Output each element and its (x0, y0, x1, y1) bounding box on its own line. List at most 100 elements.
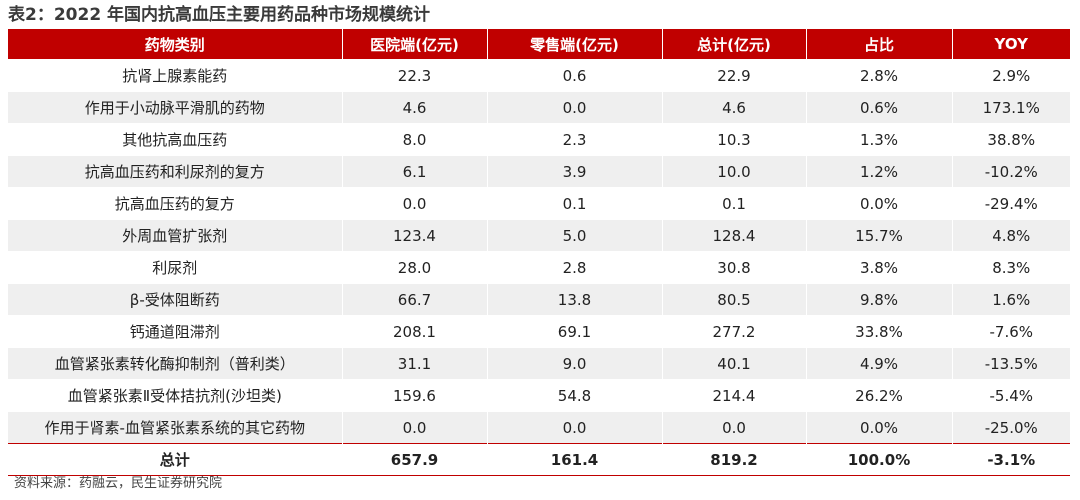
cell-yoy: -29.4% (951, 187, 1070, 220)
cell-hospital: 208.1 (341, 315, 487, 348)
cell-total: 40.1 (661, 347, 806, 380)
table-row: 利尿剂 28.0 2.8 30.8 3.8% 8.3% (8, 251, 1070, 284)
cell-retail: 2.8 (486, 251, 662, 284)
cell-hospital: 159.6 (341, 379, 487, 412)
table-row: 其他抗高血压药 8.0 2.3 10.3 1.3% 38.8% (8, 123, 1070, 156)
header-row: 药物类别 医院端(亿元) 零售端(亿元) 总计(亿元) 占比 YOY (8, 29, 1070, 60)
cell-share: 2.8% (805, 59, 952, 92)
cell-total: 4.6 (661, 91, 806, 124)
cell-retail: 2.3 (486, 123, 662, 156)
cell-yoy: 1.6% (951, 283, 1070, 316)
cell-total: 214.4 (661, 379, 806, 412)
cell-hospital: 0.0 (341, 411, 487, 444)
cell-retail: 9.0 (486, 347, 662, 380)
total-cell-hospital: 657.9 (341, 443, 487, 476)
cell-hospital: 0.0 (341, 187, 487, 220)
cell-share: 0.0% (805, 187, 952, 220)
total-cell-share: 100.0% (805, 443, 952, 476)
cell-total: 277.2 (661, 315, 806, 348)
cell-hospital: 31.1 (341, 347, 487, 380)
cell-retail: 54.8 (486, 379, 662, 412)
cell-share: 1.2% (805, 155, 952, 188)
cell-share: 0.6% (805, 91, 952, 124)
table-row: 作用于小动脉平滑肌的药物 4.6 0.0 4.6 0.6% 173.1% (8, 91, 1070, 124)
total-row: 总计 657.9 161.4 819.2 100.0% -3.1% (8, 443, 1070, 476)
cell-category: 作用于肾素-血管紧张素系统的其它药物 (8, 411, 342, 444)
table-row: 抗高血压药的复方 0.0 0.1 0.1 0.0% -29.4% (8, 187, 1070, 220)
cell-retail: 5.0 (486, 219, 662, 252)
cell-yoy: 4.8% (951, 219, 1070, 252)
cell-yoy: -10.2% (951, 155, 1070, 188)
cell-category: 外周血管扩张剂 (8, 219, 342, 252)
table-row: 抗高血压药和利尿剂的复方 6.1 3.9 10.0 1.2% -10.2% (8, 155, 1070, 188)
cell-hospital: 8.0 (341, 123, 487, 156)
cell-yoy: -7.6% (951, 315, 1070, 348)
cell-category: 抗高血压药的复方 (8, 187, 342, 220)
cell-share: 1.3% (805, 123, 952, 156)
cell-hospital: 4.6 (341, 91, 487, 124)
cell-category: 血管紧张素Ⅱ受体拮抗剂(沙坦类) (8, 379, 342, 412)
cell-hospital: 123.4 (341, 219, 487, 252)
cell-total: 30.8 (661, 251, 806, 284)
cell-share: 0.0% (805, 411, 952, 444)
table-row: β-受体阻断药 66.7 13.8 80.5 9.8% 1.6% (8, 283, 1070, 316)
cell-retail: 0.6 (486, 59, 662, 92)
cell-total: 10.3 (661, 123, 806, 156)
cell-share: 33.8% (805, 315, 952, 348)
cell-yoy: -13.5% (951, 347, 1070, 380)
cell-share: 26.2% (805, 379, 952, 412)
table-row: 作用于肾素-血管紧张素系统的其它药物 0.0 0.0 0.0 0.0% -25.0% (8, 411, 1070, 444)
cell-retail: 3.9 (486, 155, 662, 188)
table-row: 血管紧张素转化酶抑制剂（普利类） 31.1 9.0 40.1 4.9% -13.5% (8, 347, 1070, 380)
column-header-yoy: YOY (951, 29, 1070, 60)
cell-hospital: 22.3 (341, 59, 487, 92)
table-body: 抗肾上腺素能药 22.3 0.6 22.9 2.8% 2.9% 作用于小动脉平滑肌的药物 4.… (8, 59, 1070, 476)
cell-total: 0.1 (661, 187, 806, 220)
total-cell-retail: 161.4 (486, 443, 662, 476)
cell-category: 血管紧张素转化酶抑制剂（普利类） (8, 347, 342, 380)
cell-share: 9.8% (805, 283, 952, 316)
cell-category: β-受体阻断药 (8, 283, 342, 316)
market-size-table: 药物类别 医院端(亿元) 零售端(亿元) 总计(亿元) 占比 YOY 抗肾上腺素… (8, 29, 1070, 476)
cell-retail: 13.8 (486, 283, 662, 316)
column-header-category: 药物类别 (8, 29, 342, 60)
cell-yoy: 173.1% (951, 91, 1070, 124)
cell-hospital: 28.0 (341, 251, 487, 284)
cell-share: 15.7% (805, 219, 952, 252)
cell-retail: 0.0 (486, 91, 662, 124)
table-row: 抗肾上腺素能药 22.3 0.6 22.9 2.8% 2.9% (8, 59, 1070, 92)
cell-category: 利尿剂 (8, 251, 342, 284)
cell-total: 0.0 (661, 411, 806, 444)
total-cell-yoy: -3.1% (951, 443, 1070, 476)
table-row: 血管紧张素Ⅱ受体拮抗剂(沙坦类) 159.6 54.8 214.4 26.2% -5.4% (8, 379, 1070, 412)
cell-retail: 69.1 (486, 315, 662, 348)
cell-yoy: -25.0% (951, 411, 1070, 444)
cell-hospital: 6.1 (341, 155, 487, 188)
cell-category: 钙通道阻滞剂 (8, 315, 342, 348)
cell-category: 抗高血压药和利尿剂的复方 (8, 155, 342, 188)
cell-category: 抗肾上腺素能药 (8, 59, 342, 92)
column-header-retail: 零售端(亿元) (486, 29, 662, 60)
cell-hospital: 66.7 (341, 283, 487, 316)
column-header-hospital: 医院端(亿元) (341, 29, 487, 60)
cell-total: 22.9 (661, 59, 806, 92)
cell-yoy: -5.4% (951, 379, 1070, 412)
cell-yoy: 2.9% (951, 59, 1070, 92)
source-note: 资料来源：药融云，民生证券研究院 (14, 476, 223, 491)
table-row: 钙通道阻滞剂 208.1 69.1 277.2 33.8% -7.6% (8, 315, 1070, 348)
cell-total: 80.5 (661, 283, 806, 316)
cell-total: 10.0 (661, 155, 806, 188)
table-row: 外周血管扩张剂 123.4 5.0 128.4 15.7% 4.8% (8, 219, 1070, 252)
cell-share: 4.9% (805, 347, 952, 380)
cell-retail: 0.1 (486, 187, 662, 220)
cell-yoy: 38.8% (951, 123, 1070, 156)
cell-share: 3.8% (805, 251, 952, 284)
cell-category: 其他抗高血压药 (8, 123, 342, 156)
total-cell-category: 总计 (8, 443, 342, 476)
column-header-total: 总计(亿元) (661, 29, 806, 60)
column-header-share: 占比 (805, 29, 952, 60)
cell-total: 128.4 (661, 219, 806, 252)
cell-retail: 0.0 (486, 411, 662, 444)
total-cell-total: 819.2 (661, 443, 806, 476)
table-title: 表2：2022 年国内抗高血压主要用药品种市场规模统计 (8, 5, 431, 25)
